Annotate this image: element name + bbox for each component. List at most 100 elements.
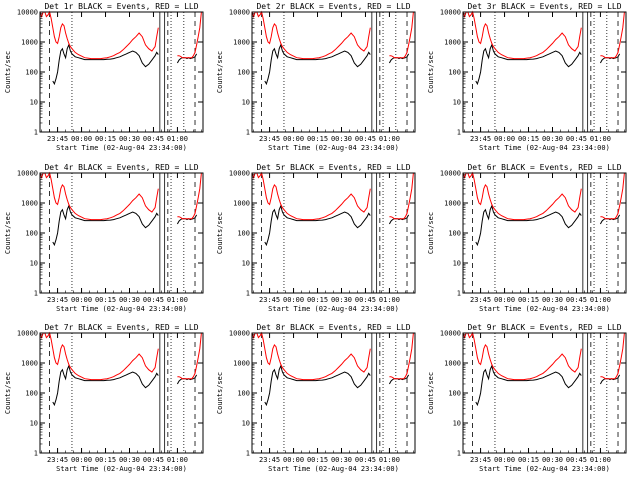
x-tick-label: 00:45 [143, 296, 164, 304]
x-tick-label: 00:15 [307, 456, 328, 464]
x-axis-label: Start Time (02-Aug-04 23:34:00) [479, 144, 610, 152]
series-events-line [475, 364, 621, 407]
y-axis-label: Counts/sec [4, 212, 12, 254]
y-tick-label: 1 [457, 450, 461, 458]
x-tick-label: 00:45 [566, 456, 587, 464]
series-events-line [264, 43, 410, 86]
panel-title: Det 9r BLACK = Events, RED = LLD [467, 323, 621, 332]
x-tick-label: 01:00 [379, 135, 400, 143]
x-tick-label: 00:30 [119, 456, 140, 464]
y-axis-label: Counts/sec [4, 51, 12, 93]
y-tick-label: 10 [453, 420, 461, 428]
series-lld-line [251, 171, 415, 221]
y-tick-label: 1000 [21, 200, 38, 208]
y-tick-label: 10000 [17, 330, 38, 338]
y-tick-label: 10 [453, 99, 461, 107]
x-axis-label: Start Time (02-Aug-04 23:34:00) [479, 465, 610, 473]
y-axis-label: Counts/sec [216, 212, 224, 254]
x-tick-label: 00:15 [518, 456, 539, 464]
panel-title: Det 3r BLACK = Events, RED = LLD [467, 2, 621, 11]
series-lld-line [39, 331, 203, 381]
y-tick-label: 10000 [440, 330, 461, 338]
y-tick-label: 100 [237, 390, 250, 398]
x-tick-label: 00:45 [143, 135, 164, 143]
x-tick-label: 23:45 [470, 456, 491, 464]
y-tick-label: 100 [237, 230, 250, 238]
panel-3: 1 10 100 1000 10000 23:45 00:00 00:15 00:30 00:45… [427, 2, 627, 152]
series-lld-line [39, 10, 203, 60]
panel-8: 1 10 100 1000 10000 23:45 00:00 00:15 00:30 00:45… [216, 323, 416, 473]
x-tick-label: 01:00 [590, 135, 611, 143]
x-tick-label: 00:00 [494, 456, 515, 464]
x-tick-label: 23:45 [259, 135, 280, 143]
y-axis-label: Counts/sec [427, 212, 435, 254]
x-axis-label: Start Time (02-Aug-04 23:34:00) [56, 144, 187, 152]
y-tick-label: 1 [246, 450, 250, 458]
y-tick-label: 10 [30, 260, 38, 268]
x-axis-label: Start Time (02-Aug-04 23:34:00) [268, 305, 399, 313]
panel-title: Det 4r BLACK = Events, RED = LLD [44, 163, 198, 172]
x-tick-label: 00:45 [566, 135, 587, 143]
y-axis-label: Counts/sec [216, 372, 224, 414]
x-axis-label: Start Time (02-Aug-04 23:34:00) [268, 144, 399, 152]
y-tick-label: 1 [34, 450, 38, 458]
y-tick-label: 1000 [233, 200, 250, 208]
x-tick-label: 01:00 [590, 456, 611, 464]
x-tick-label: 23:45 [259, 296, 280, 304]
y-tick-label: 10000 [17, 170, 38, 178]
x-tick-label: 00:45 [355, 135, 376, 143]
series-lld-line [251, 10, 415, 60]
y-tick-label: 10 [242, 420, 250, 428]
y-tick-label: 1 [34, 290, 38, 298]
x-tick-label: 00:45 [143, 456, 164, 464]
y-tick-label: 1000 [21, 360, 38, 368]
x-tick-label: 00:00 [283, 296, 304, 304]
panel-title: Det 8r BLACK = Events, RED = LLD [256, 323, 410, 332]
y-tick-label: 10 [30, 420, 38, 428]
y-tick-label: 10000 [17, 9, 38, 17]
series-events-line [264, 204, 410, 247]
y-tick-label: 100 [25, 390, 38, 398]
y-tick-label: 100 [448, 69, 461, 77]
x-tick-label: 00:00 [71, 296, 92, 304]
series-events-line [52, 364, 198, 407]
x-tick-label: 00:00 [283, 456, 304, 464]
series-events-line [475, 204, 621, 247]
panel-title: Det 2r BLACK = Events, RED = LLD [256, 2, 410, 11]
x-tick-label: 00:15 [95, 456, 116, 464]
x-tick-label: 00:00 [283, 135, 304, 143]
y-tick-label: 10 [30, 99, 38, 107]
y-tick-label: 10000 [440, 170, 461, 178]
x-tick-label: 00:15 [95, 296, 116, 304]
y-tick-label: 100 [448, 390, 461, 398]
panel-title: Det 1r BLACK = Events, RED = LLD [44, 2, 198, 11]
series-events-line [52, 204, 198, 247]
y-tick-label: 1 [457, 290, 461, 298]
y-tick-label: 1 [34, 129, 38, 137]
y-tick-label: 10000 [229, 170, 250, 178]
x-tick-label: 00:15 [307, 135, 328, 143]
x-tick-label: 00:15 [307, 296, 328, 304]
y-tick-label: 1 [246, 290, 250, 298]
panel-5: 1 10 100 1000 10000 23:45 00:00 00:15 00:30 00:45… [216, 163, 416, 313]
x-tick-label: 00:30 [331, 296, 352, 304]
x-tick-label: 01:00 [167, 135, 188, 143]
x-tick-label: 23:45 [47, 296, 68, 304]
x-tick-label: 23:45 [470, 296, 491, 304]
panel-1: 1 10 100 1000 10000 23:45 00:00 00:15 00:30 00:45… [4, 2, 204, 152]
x-tick-label: 00:15 [95, 135, 116, 143]
x-tick-label: 01:00 [167, 456, 188, 464]
y-tick-label: 1 [457, 129, 461, 137]
y-tick-label: 10000 [229, 330, 250, 338]
x-tick-label: 23:45 [259, 456, 280, 464]
series-lld-line [251, 331, 415, 381]
x-tick-label: 00:30 [119, 296, 140, 304]
series-events-line [475, 43, 621, 86]
series-events-line [264, 364, 410, 407]
panel-2: 1 10 100 1000 10000 23:45 00:00 00:15 00:30 00:45… [216, 2, 416, 152]
y-tick-label: 1000 [444, 360, 461, 368]
y-axis-label: Counts/sec [216, 51, 224, 93]
y-axis-label: Counts/sec [4, 372, 12, 414]
x-tick-label: 00:00 [71, 456, 92, 464]
x-tick-label: 01:00 [167, 296, 188, 304]
